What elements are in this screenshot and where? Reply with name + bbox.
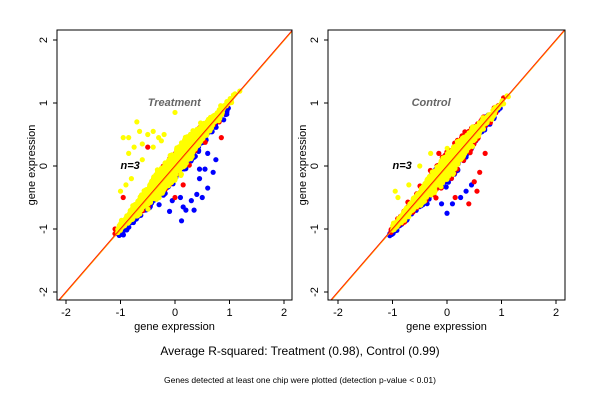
data-point (458, 195, 463, 200)
data-point (196, 129, 201, 134)
data-point (140, 141, 145, 146)
data-point (172, 110, 177, 115)
data-point (197, 167, 202, 172)
data-point (466, 201, 471, 206)
data-point (173, 157, 178, 162)
y-tick-label: 1 (38, 100, 50, 106)
identity-line (50, 21, 301, 311)
x-tick-label: -2 (61, 307, 71, 319)
data-point (145, 132, 150, 137)
x-tick-label: 1 (226, 307, 232, 319)
data-point (121, 135, 126, 140)
data-point (155, 170, 160, 175)
data-point (188, 132, 193, 137)
data-point (213, 157, 218, 162)
data-point (157, 202, 162, 207)
data-point (477, 170, 482, 175)
x-axis-label: gene expression (134, 321, 215, 333)
data-point (123, 182, 128, 187)
y-tick-label: -2 (38, 287, 50, 297)
data-point (132, 145, 137, 150)
data-point (163, 167, 168, 172)
data-point (134, 213, 139, 218)
data-point (211, 170, 216, 175)
data-point (118, 189, 123, 194)
identity-line-shadow (50, 22, 301, 312)
plot-area (322, 21, 573, 312)
data-point (194, 192, 199, 197)
data-point (218, 103, 223, 108)
data-point (219, 135, 224, 140)
x-tick-label: 2 (281, 307, 287, 319)
data-point (134, 119, 139, 124)
data-point (178, 173, 183, 178)
y-axis-label: gene expression (26, 125, 38, 206)
data-point (474, 189, 479, 194)
data-point (174, 146, 179, 151)
data-point (172, 195, 177, 200)
data-point (126, 151, 131, 156)
data-point (183, 208, 188, 213)
data-point (140, 157, 145, 162)
data-point (453, 195, 458, 200)
data-point (137, 129, 142, 134)
plot-area (50, 21, 301, 312)
data-point (146, 187, 151, 192)
data-point (162, 132, 167, 137)
sample-count-label: n=3 (121, 160, 140, 172)
x-tick-label: 0 (172, 307, 178, 319)
treatment-panel: Treatment n=3 -2 -1 0 1 2 -2 -1 0 1 2 gene expressio… (26, 21, 300, 333)
panel-title: Treatment (148, 97, 202, 109)
y-tick-label: -1 (38, 224, 50, 234)
y-tick-label: 2 (38, 37, 50, 43)
data-point (182, 145, 187, 150)
data-point (436, 151, 441, 156)
data-point (121, 195, 126, 200)
data-point (200, 195, 205, 200)
data-point (483, 151, 488, 156)
y-tick-label: 0 (38, 163, 50, 169)
data-point (463, 189, 468, 194)
data-point (191, 208, 196, 213)
data-point (205, 119, 210, 124)
data-point (450, 201, 455, 206)
data-point (124, 213, 129, 218)
data-point (167, 209, 172, 214)
data-point (433, 195, 438, 200)
data-point (159, 138, 164, 143)
data-point (205, 185, 210, 190)
data-point (179, 218, 184, 223)
data-point (126, 135, 131, 140)
data-point (187, 139, 192, 144)
data-point (444, 211, 449, 216)
data-point (129, 176, 134, 181)
data-point (145, 145, 150, 150)
x-tick-label: -1 (116, 307, 126, 319)
data-point (444, 184, 449, 189)
data-point (439, 201, 444, 206)
data-point (205, 151, 210, 156)
data-point (189, 198, 194, 203)
data-point (178, 195, 183, 200)
data-point (202, 167, 207, 172)
data-point (151, 129, 156, 134)
data-point (197, 176, 202, 181)
data-point (161, 189, 166, 194)
data-point (472, 179, 477, 184)
data-point (181, 182, 186, 187)
data-point (179, 150, 184, 155)
data-point (151, 145, 156, 150)
